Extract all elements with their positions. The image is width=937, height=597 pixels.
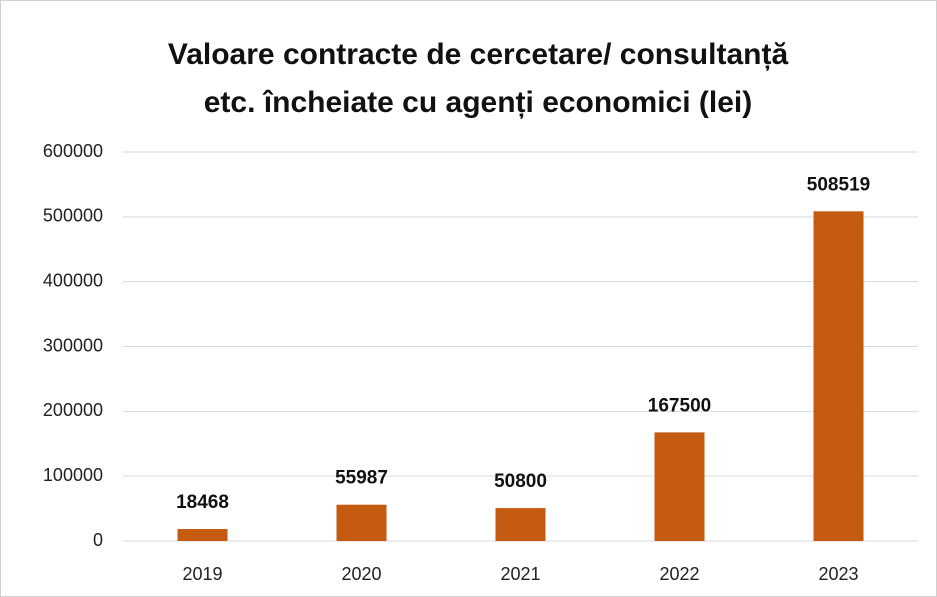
bar [177,529,228,541]
chart-title: etc. încheiate cu agenți economici (lei) [204,86,752,119]
x-tick-label: 2022 [659,564,699,584]
data-label: 508519 [807,174,870,195]
y-tick-label: 0 [93,530,103,550]
x-tick-label: 2021 [500,564,540,584]
bar [336,504,387,541]
data-label: 18468 [176,492,229,513]
data-label: 167500 [648,395,711,416]
bar [813,211,864,541]
data-label: 55987 [335,468,388,489]
y-tick-label: 300000 [43,335,103,355]
chart-title: Valoare contracte de cercetare/ consulta… [168,38,789,71]
y-tick-label: 500000 [43,206,103,226]
y-tick-label: 600000 [43,141,103,161]
data-label: 50800 [494,471,547,492]
y-tick-label: 100000 [43,465,103,485]
y-tick-label: 200000 [43,400,103,420]
x-tick-label: 2019 [182,564,222,584]
x-tick-label: 2023 [818,564,858,584]
bar [495,508,546,541]
bar [654,432,705,541]
y-tick-label: 400000 [43,270,103,290]
x-tick-label: 2020 [341,564,381,584]
